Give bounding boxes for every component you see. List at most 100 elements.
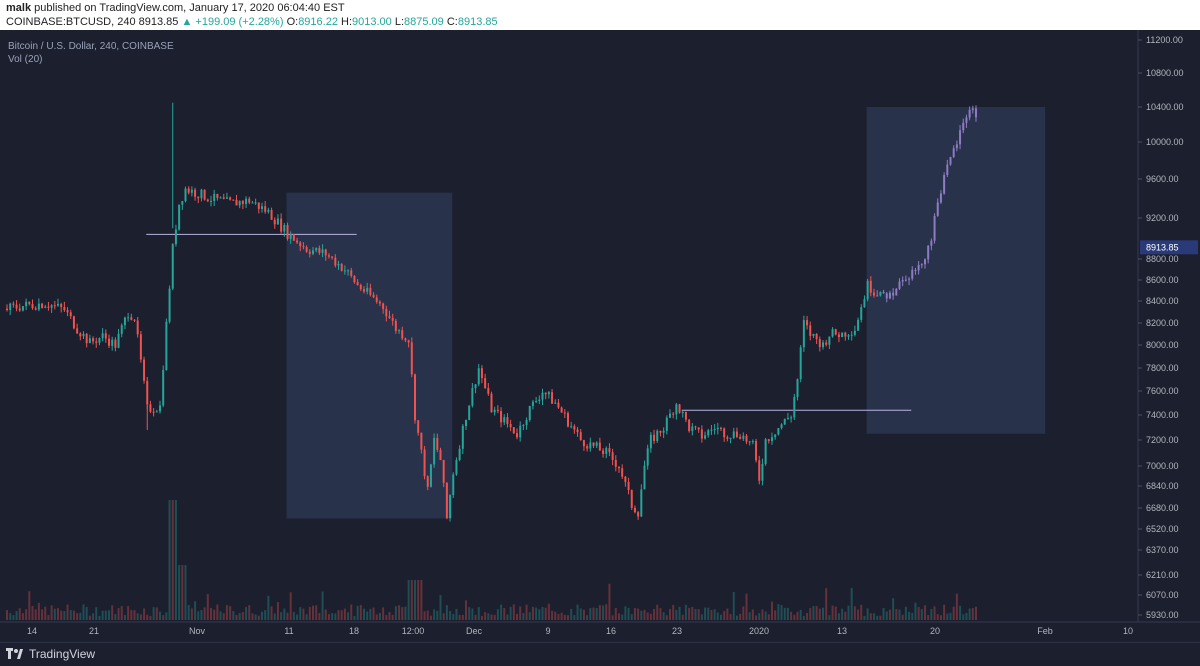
candle-body	[327, 255, 330, 257]
volume-bar	[404, 606, 407, 620]
candle-body	[876, 295, 879, 297]
volume-bar	[828, 615, 831, 620]
volume-bar	[895, 609, 898, 620]
volume-bar	[347, 612, 350, 620]
candle-body	[410, 342, 413, 375]
volume-bar	[853, 606, 856, 620]
tradingview-logo[interactable]: TradingView	[6, 647, 95, 661]
volume-bar	[857, 609, 860, 620]
volume-bar	[860, 604, 863, 620]
x-tick-label: Feb	[1037, 626, 1053, 636]
volume-bar	[812, 606, 815, 620]
volume-bar	[528, 612, 531, 620]
chart-area[interactable]: 11200.00 10800.00 10400.00 10000.00 9600.00 9…	[0, 30, 1200, 642]
candle-body	[837, 334, 840, 338]
candle-body	[799, 347, 802, 380]
candle-body	[669, 413, 671, 418]
candle-body	[863, 299, 866, 308]
candle-body	[933, 215, 936, 241]
volume-bar	[924, 605, 926, 620]
volume-bar	[802, 615, 805, 620]
publish-line: malk published on TradingView.com, Janua…	[6, 2, 345, 14]
candle-body	[496, 409, 499, 412]
candle-body	[79, 333, 82, 337]
candle-body	[117, 333, 120, 348]
volume-bar	[72, 610, 75, 620]
volume-bar	[273, 613, 276, 620]
volume-bar	[433, 609, 436, 620]
candle-body	[853, 330, 856, 335]
candle-body	[503, 417, 506, 423]
volume-bar	[975, 606, 977, 620]
candle-body	[69, 312, 72, 317]
volume-bar	[455, 608, 458, 620]
volume-bar	[324, 609, 327, 620]
candle-body	[506, 417, 509, 425]
volume-bar	[229, 606, 232, 620]
y-tick-label: 11200.00	[1146, 35, 1183, 45]
volume-bar	[786, 607, 789, 620]
volume-bar	[602, 605, 605, 620]
candle-body	[254, 202, 257, 204]
candle-body	[873, 292, 875, 296]
symbol-label: COINBASE:BTCUSD, 240	[6, 16, 136, 28]
candle-body	[764, 439, 767, 464]
volume-bar	[901, 614, 904, 620]
candle-body	[882, 292, 885, 294]
volume-bar	[79, 612, 82, 620]
candle-body	[786, 418, 789, 420]
volume-bar	[327, 614, 330, 620]
x-tick-label: Nov	[189, 626, 206, 636]
price-chart[interactable]: 11200.00 10800.00 10400.00 10000.00 9600.00 9…	[0, 30, 1200, 642]
tradingview-icon	[6, 648, 23, 659]
volume-bar	[761, 609, 764, 620]
volume-bar	[809, 608, 812, 620]
candle-body	[283, 224, 286, 232]
volume-bar	[713, 609, 716, 620]
volume-bar	[385, 615, 388, 620]
candle-body	[898, 281, 901, 289]
volume-bar	[449, 611, 452, 620]
high-value: 9013.00	[352, 16, 392, 28]
volume-bar	[614, 608, 617, 620]
volume-bar	[822, 607, 824, 620]
candle-body	[308, 251, 311, 254]
volume-bar	[879, 615, 882, 620]
volume-bar	[133, 610, 136, 620]
candle-body	[812, 333, 815, 336]
candle-body	[229, 197, 232, 200]
symbol-title: Bitcoin / U.S. Dollar, 240, COINBASE	[8, 41, 174, 52]
volume-bar	[704, 607, 707, 620]
candle-body	[656, 430, 659, 441]
candle-body	[423, 449, 426, 477]
volume-indicator-label[interactable]: Vol (20)	[8, 54, 43, 65]
candle-body	[602, 450, 605, 454]
candle-body	[563, 412, 566, 414]
candle-body	[735, 431, 738, 437]
last-price: 8913.85	[138, 16, 179, 28]
candle-body	[570, 426, 573, 428]
candle-body	[398, 330, 401, 332]
author-name[interactable]: malk	[6, 2, 32, 14]
candle-body	[305, 247, 308, 252]
volume-bar	[637, 608, 640, 620]
y-tick-label: 6070.00	[1146, 590, 1179, 600]
candle-body	[726, 437, 729, 439]
volume-bar	[312, 605, 314, 620]
volume-bar	[535, 607, 538, 620]
volume-bar	[350, 604, 353, 620]
volume-bar	[589, 608, 592, 620]
candle-body	[936, 202, 939, 216]
volume-bar	[512, 604, 515, 620]
candle-body	[299, 242, 302, 247]
volume-bar	[155, 607, 158, 620]
y-tick-label: 8600.00	[1146, 275, 1179, 285]
volume-bar	[471, 608, 474, 620]
candle-body	[847, 335, 850, 337]
volume-bar	[225, 605, 228, 620]
volume-bar	[267, 595, 270, 620]
volume-bar	[554, 611, 557, 620]
candle-body	[296, 240, 299, 243]
volume-bar	[621, 614, 624, 620]
volume-bar	[343, 608, 346, 620]
